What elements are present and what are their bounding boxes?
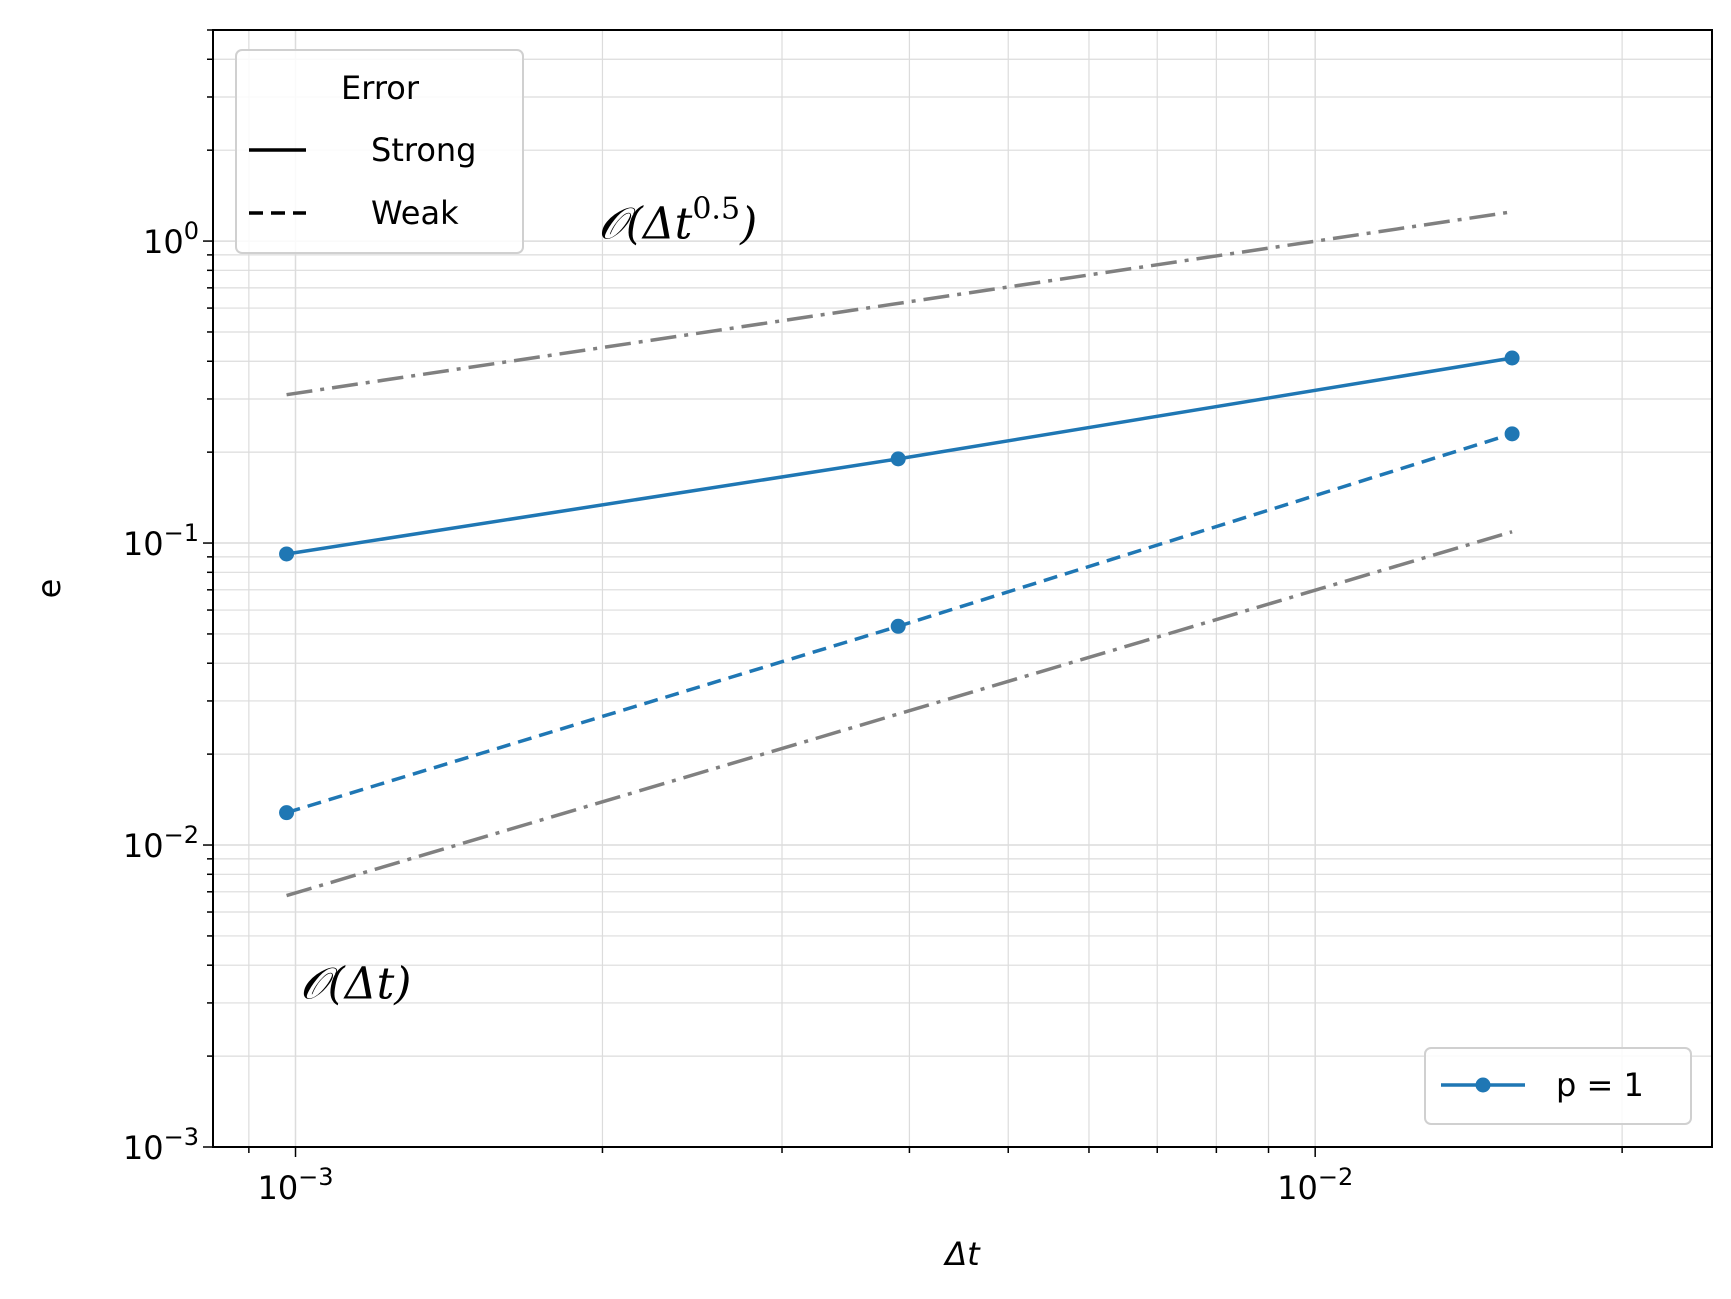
y-tick-label: 10−1 <box>123 519 199 563</box>
x-tick-label: 10−3 <box>257 1163 333 1207</box>
legend-title: Error <box>341 69 420 107</box>
annotations: 𝒪(Δt0.5) 𝒪(Δt) <box>300 191 757 1009</box>
legend-box <box>235 49 524 254</box>
plot-area <box>279 210 1520 898</box>
legend-label-strong: Strong <box>371 131 476 169</box>
legend-label-weak: Weak <box>371 194 459 232</box>
legend-series-label: p = 1 <box>1556 1066 1644 1104</box>
data-point-strong <box>890 451 906 467</box>
y-tick-label: 100 <box>143 217 199 261</box>
axis-ticks: 10−3 10−2 10−3 10−2 10−1 100 <box>123 29 1623 1207</box>
data-point-strong <box>1504 350 1520 366</box>
x-axis-label: Δt <box>942 1235 981 1273</box>
data-point-weak <box>890 618 906 634</box>
slope-annotation: 𝒪(Δt0.5) <box>598 191 757 249</box>
y-tick-label: 10−3 <box>123 1123 199 1167</box>
data-point-strong <box>279 546 295 562</box>
legend-series: p = 1 <box>1424 1047 1692 1125</box>
legend-series-marker <box>1475 1077 1491 1093</box>
y-tick-label: 10−2 <box>123 821 199 865</box>
y-axis-label: e <box>30 579 68 599</box>
data-point-weak <box>279 805 295 821</box>
legend-box <box>1424 1047 1692 1125</box>
slope-annotation: 𝒪(Δt) <box>300 959 412 1010</box>
legend-error-type: Error Strong Weak <box>235 49 524 254</box>
reference-slope-line <box>286 210 1513 397</box>
axes-frame <box>212 29 1713 1148</box>
x-tick-label: 10−2 <box>1277 1163 1353 1207</box>
data-point-weak <box>1504 426 1520 442</box>
reference-slope-line <box>286 530 1513 898</box>
